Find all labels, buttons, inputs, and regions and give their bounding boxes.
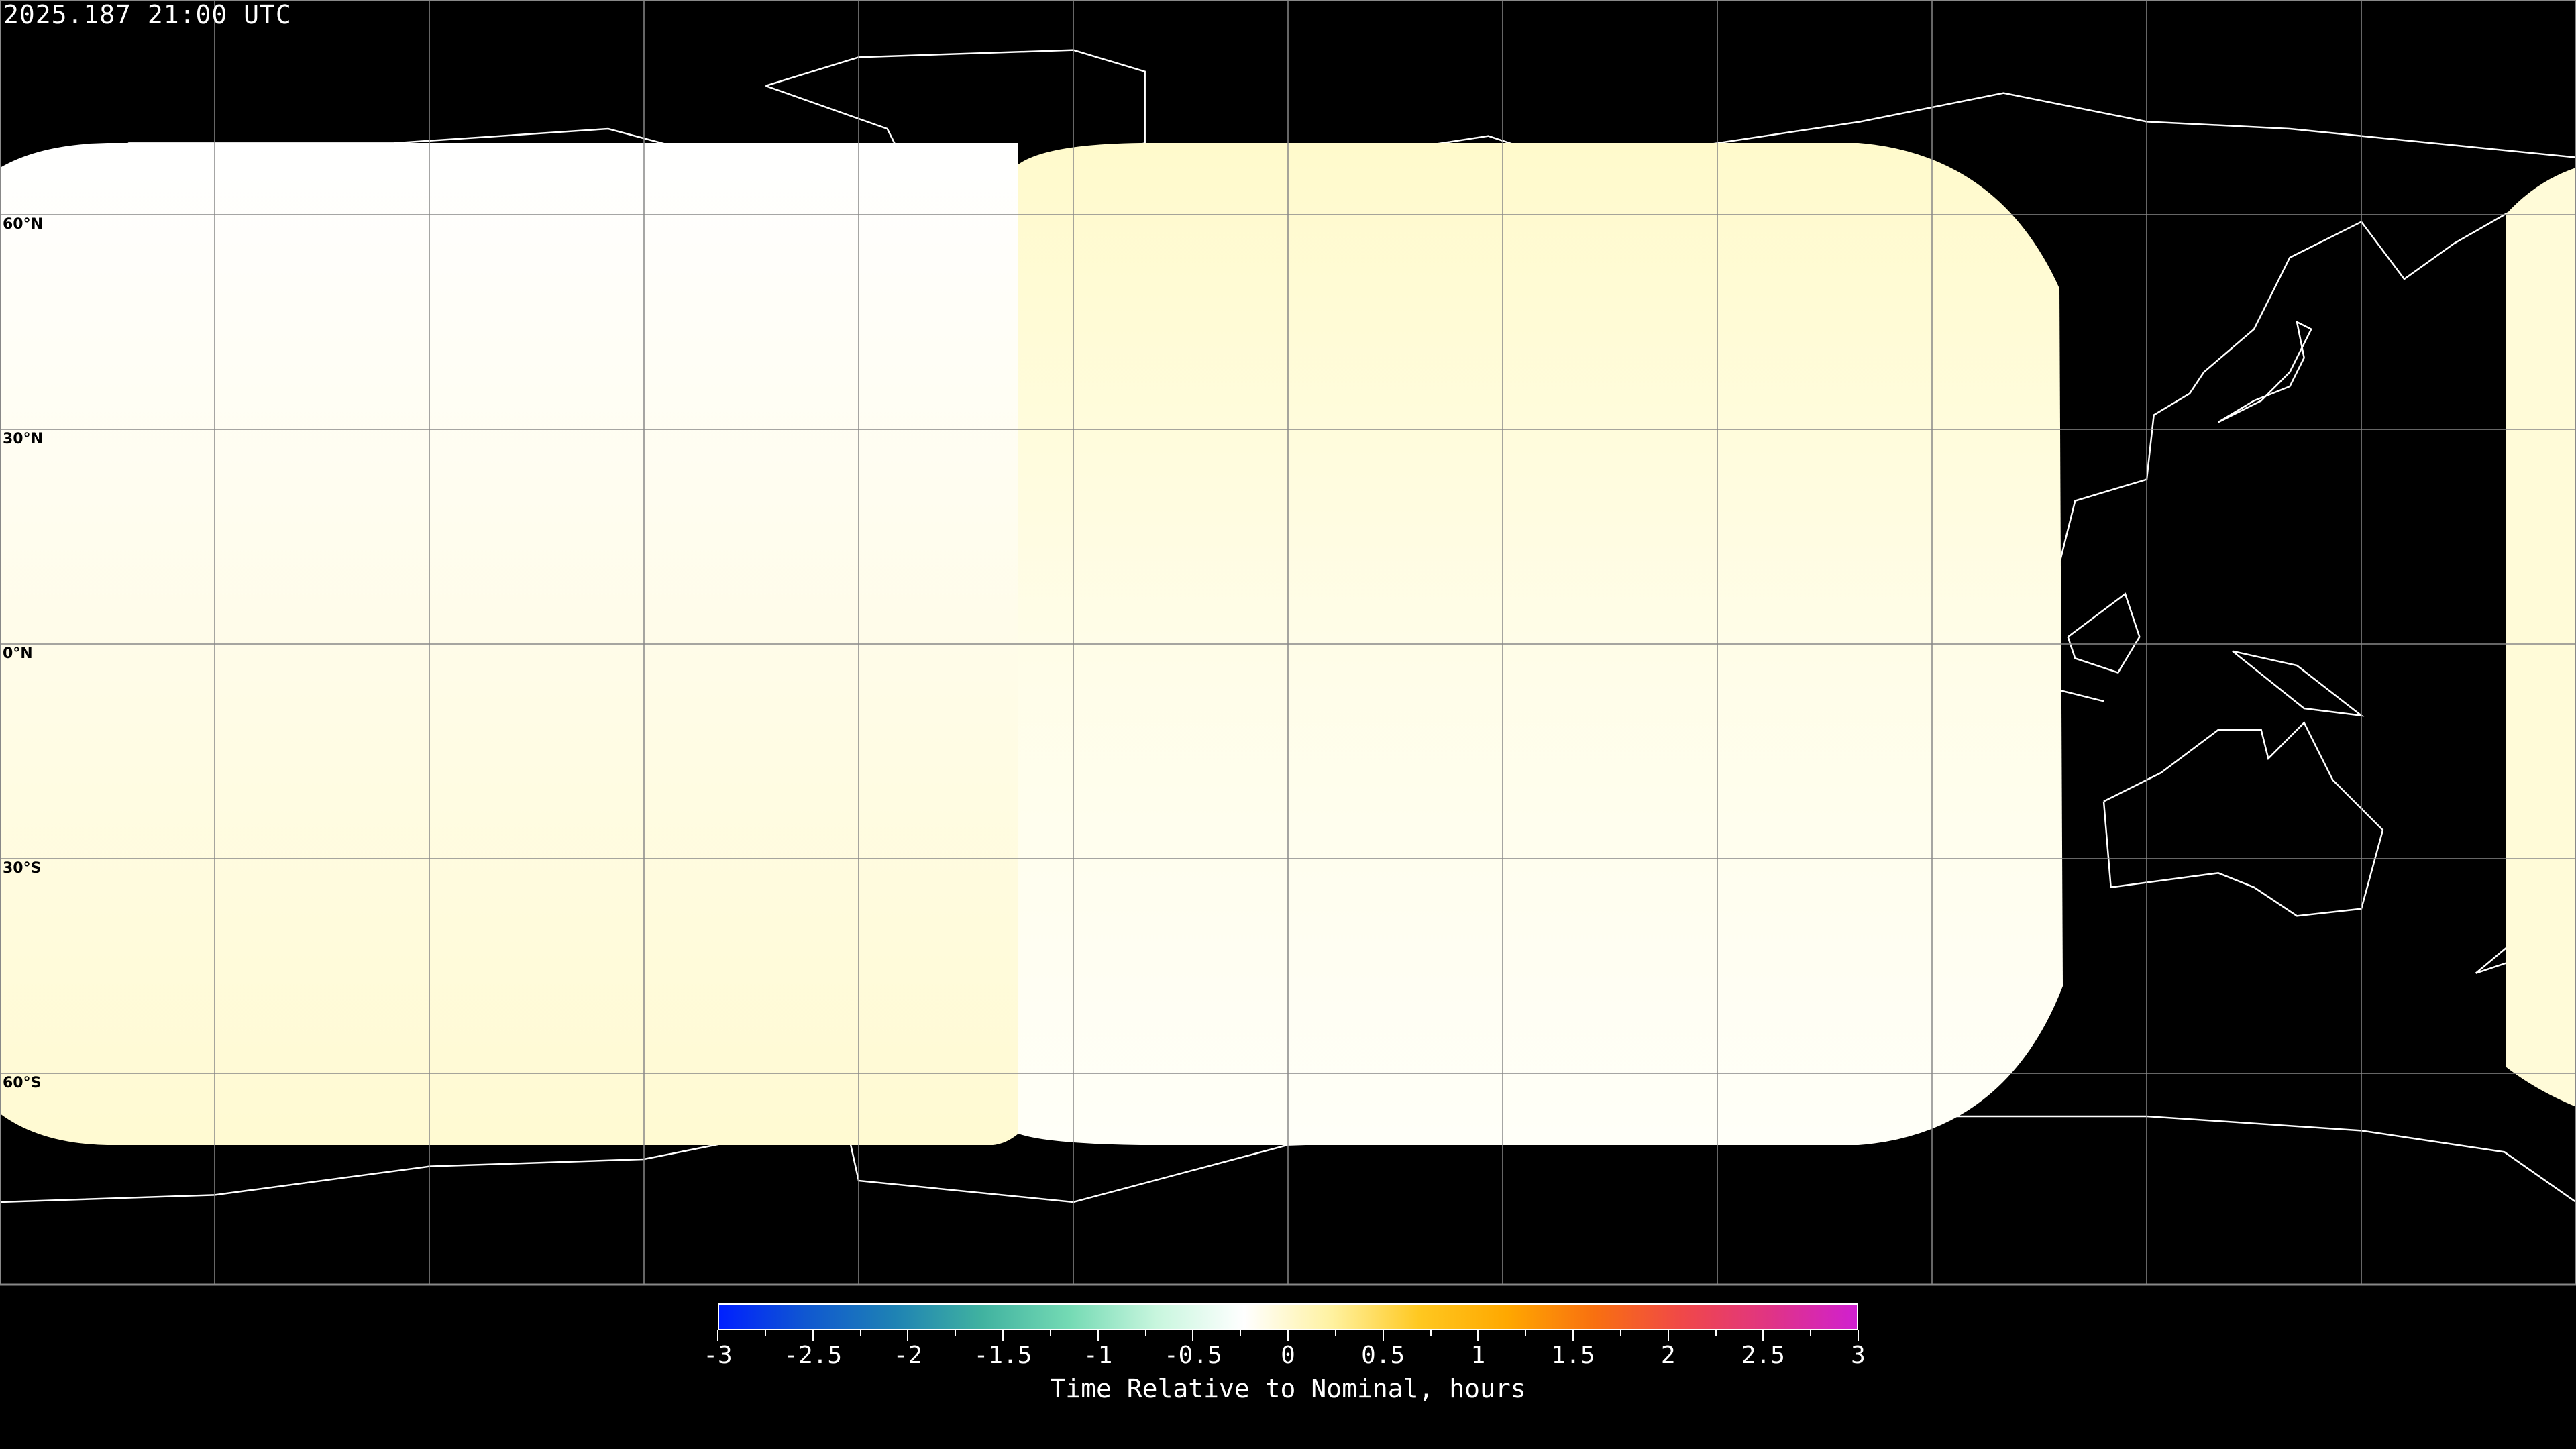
colorbar-tick: [1525, 1330, 1527, 1336]
lat-label-0: 0°N: [3, 645, 33, 662]
colorbar-tick: [1334, 1330, 1336, 1336]
coastline: [2067, 592, 2141, 674]
coastline: [2104, 722, 2383, 916]
colorbar-tick-label: 0.5: [1361, 1342, 1405, 1369]
colorbar-tick: [1430, 1330, 1432, 1336]
colorbar-tick-label: -1.5: [973, 1342, 1032, 1369]
colorbar-tick-label: 1.5: [1551, 1342, 1595, 1369]
colorbar-tick: [1192, 1330, 1194, 1341]
colorbar-tick: [1858, 1330, 1859, 1341]
colorbar-tick: [955, 1330, 957, 1336]
colorbar-tick: [1715, 1330, 1717, 1336]
colorbar-tick: [1382, 1330, 1384, 1341]
colorbar-tick: [1097, 1330, 1099, 1341]
colorbar-tick: [717, 1330, 718, 1341]
colorbar-tick: [812, 1330, 814, 1341]
colorbar-tick-label: 2.5: [1741, 1342, 1785, 1369]
colorbar-tick-label: -0.5: [1163, 1342, 1222, 1369]
coastline: [2232, 650, 2365, 717]
colorbar-tick: [1144, 1330, 1146, 1336]
colorbar-tick: [907, 1330, 909, 1341]
colorbar-tick-label: -2: [893, 1342, 923, 1369]
lat-label-60s: 60°S: [3, 1075, 42, 1091]
colorbar-tick: [1667, 1330, 1669, 1341]
map-border: [0, 0, 2576, 1286]
colorbar-tick: [859, 1330, 861, 1336]
coastline: [2218, 320, 2313, 423]
colorbar-tick: [1762, 1330, 1764, 1341]
coverage-far-east: [2506, 168, 2576, 1107]
colorbar-tick: [1619, 1330, 1621, 1336]
colorbar-tick-label: -3: [703, 1342, 733, 1369]
lat-label-30s: 30°S: [3, 860, 42, 877]
colorbar-tick: [1002, 1330, 1004, 1341]
colorbar-tick: [1810, 1330, 1812, 1336]
lat-label-30n: 30°N: [3, 431, 44, 447]
colorbar-tick-label: -2.5: [784, 1342, 843, 1369]
colorbar-tick-label: 1: [1470, 1342, 1486, 1369]
colorbar-tick-label: 0: [1281, 1342, 1295, 1369]
timestamp-title: 2025.187 21:00 UTC: [3, 0, 292, 30]
colorbar-tick: [1477, 1330, 1479, 1341]
colorbar-tick: [764, 1330, 766, 1336]
colorbar-tick: [1240, 1330, 1242, 1336]
colorbar-tick-label: -1: [1083, 1342, 1113, 1369]
colorbar-tick-label: 2: [1660, 1342, 1676, 1369]
colorbar-tick-label: 3: [1851, 1342, 1866, 1369]
colorbar-tick: [1572, 1330, 1574, 1341]
graticule: [0, 0, 2576, 1286]
coastline: [2233, 651, 2361, 716]
colorbar-tick: [1049, 1330, 1051, 1336]
colorbar-tick: [1287, 1330, 1289, 1341]
colorbar: [718, 1303, 1858, 1330]
coastline: [2102, 721, 2384, 917]
colorbar-title: Time Relative to Nominal, hours: [1050, 1374, 1526, 1403]
lat-label-60n: 60°N: [3, 216, 44, 233]
